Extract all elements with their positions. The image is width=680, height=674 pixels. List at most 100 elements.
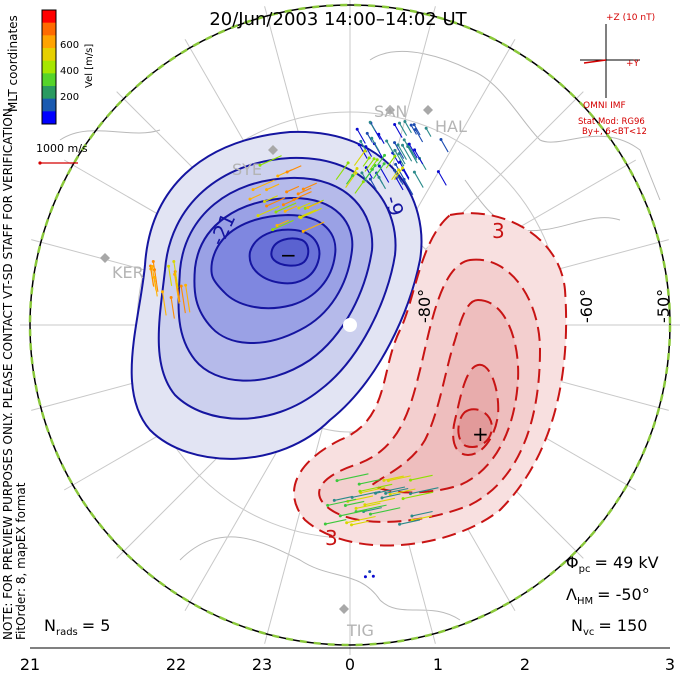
lambda-symbol: Λ: [566, 585, 577, 604]
coordinate-note: MLT coordinates: [6, 15, 20, 112]
velocity-vector: [394, 150, 405, 167]
svg-text:Nrads= 5: Nrads = 5: [44, 616, 110, 638]
velocity-vector-origin: [401, 143, 405, 147]
velocity-vector: [362, 157, 370, 167]
velocity-vector-origin: [350, 495, 354, 499]
velocity-vector-origin: [296, 192, 300, 196]
lat-label-60: -60°: [577, 289, 596, 323]
latitude-labels: -80° -60° -50°: [415, 289, 673, 323]
nvc-value: = 150: [598, 616, 647, 635]
velocity-vector-origin: [436, 170, 440, 174]
velocity-vector: [252, 179, 275, 191]
velocity-vector-origin: [151, 259, 155, 263]
velocity-vector-origin: [265, 188, 269, 192]
velocity-vector-origin: [153, 268, 157, 272]
nrads-symbol: N: [44, 616, 56, 635]
velocity-vector-origin: [351, 173, 355, 177]
nrads-subscript: rads: [56, 627, 78, 638]
velocity-vector: [303, 182, 317, 190]
mlt-axis: 21 22 23 0 1 2 3: [20, 647, 675, 674]
imf-dial: +Z (10 nT) +Y OMNI IMF Stat Mod: RG96 By…: [578, 13, 655, 137]
velocity-vector-origin: [406, 144, 410, 148]
velocity-vector: [174, 274, 180, 304]
velocity-vector-origin: [402, 177, 406, 181]
velocity-vector-origin: [346, 161, 350, 165]
velocity-vector-origin: [357, 143, 361, 147]
velocity-vector-origin: [388, 492, 392, 496]
velocity-vector-origin: [377, 132, 381, 136]
velocity-vector: [372, 163, 385, 179]
velocity-vector-origin: [394, 162, 398, 166]
velocity-vector-origin: [275, 223, 279, 227]
phi-symbol: Φ: [566, 553, 579, 572]
velocity-vector: [388, 475, 411, 482]
imf-condition: By+, 6<BT<12: [582, 127, 647, 137]
continent-outlines: [59, 51, 661, 621]
velocity-vector: [297, 187, 312, 195]
velocity-vector: [354, 181, 364, 194]
velocity-vector-origin: [355, 166, 359, 170]
velocity-vector: [394, 124, 403, 138]
velocity-vector: [402, 145, 413, 162]
station-label-ker: KER: [112, 263, 144, 282]
velocity-vector: [407, 144, 418, 160]
velocity-vector: [410, 124, 417, 135]
velocity-vector-origin: [386, 479, 390, 483]
colorbar-band: [42, 111, 56, 125]
colorbar-tick-600: 600: [60, 40, 79, 51]
velocity-vector-origin: [368, 177, 372, 181]
velocity-vector-origin: [401, 497, 405, 501]
velocity-vector: [340, 509, 368, 517]
velocity-vector-origin: [173, 272, 177, 276]
velocity-vector-origin: [301, 229, 305, 233]
velocity-vector-origin: [371, 574, 375, 578]
pole-marker: [343, 318, 357, 332]
velocity-vector-origin: [393, 154, 397, 158]
velocity-vector-origin: [248, 197, 252, 201]
velocity-vector-origin: [354, 171, 358, 175]
velocity-vector-origin: [345, 521, 349, 525]
velocity-vector: [386, 140, 397, 158]
colorbar-band: [42, 35, 56, 49]
velocity-vector-origin: [306, 206, 310, 210]
velocity-vector-origin: [283, 209, 287, 213]
velocity-vector-origin: [263, 200, 267, 204]
velocity-vector: [366, 133, 373, 143]
velocity-vector: [170, 297, 175, 319]
velocity-vector: [399, 161, 410, 179]
velocity-vector-origin: [424, 126, 428, 130]
phi-value: = 49 kV: [594, 553, 658, 572]
velocity-vector: [257, 205, 280, 217]
velocity-vector: [259, 155, 282, 166]
velocity-vector: [180, 286, 186, 314]
velocity-vector: [264, 195, 278, 203]
velocity-vector: [356, 128, 366, 144]
velocity-vector-origin: [373, 164, 377, 168]
velocity-vector: [369, 178, 377, 190]
velocity-vector-origin: [397, 121, 401, 125]
velocity-vector: [153, 269, 159, 292]
velocity-vector: [394, 142, 405, 159]
velocity-vector-origin: [374, 491, 378, 495]
velocity-vector: [353, 150, 366, 166]
velocity-vector-origin: [407, 142, 411, 146]
negative-cell: [130, 130, 423, 460]
svg-text:Φpc= 49 kV: Φpc = 49 kV: [566, 553, 659, 575]
velocity-vector-origin: [274, 210, 278, 214]
velocity-vector: [371, 137, 380, 152]
velocity-vector: [402, 491, 434, 500]
velocity-vector-origin: [363, 575, 367, 579]
velocity-vector: [266, 183, 280, 191]
velocity-vector: [336, 473, 369, 482]
velocity-vector-origin: [365, 131, 369, 135]
phi-subscript: pc: [579, 564, 591, 575]
velocity-vector: [249, 193, 262, 200]
velocity-vector-origin: [172, 259, 176, 263]
station-markers: [100, 105, 433, 614]
velocity-vector: [410, 487, 439, 495]
velocity-vector-origin: [398, 522, 402, 526]
velocity-vector: [404, 121, 412, 134]
velocity-vector-origin: [392, 168, 396, 172]
velocity-vector: [440, 139, 449, 153]
velocity-vector: [399, 519, 421, 525]
